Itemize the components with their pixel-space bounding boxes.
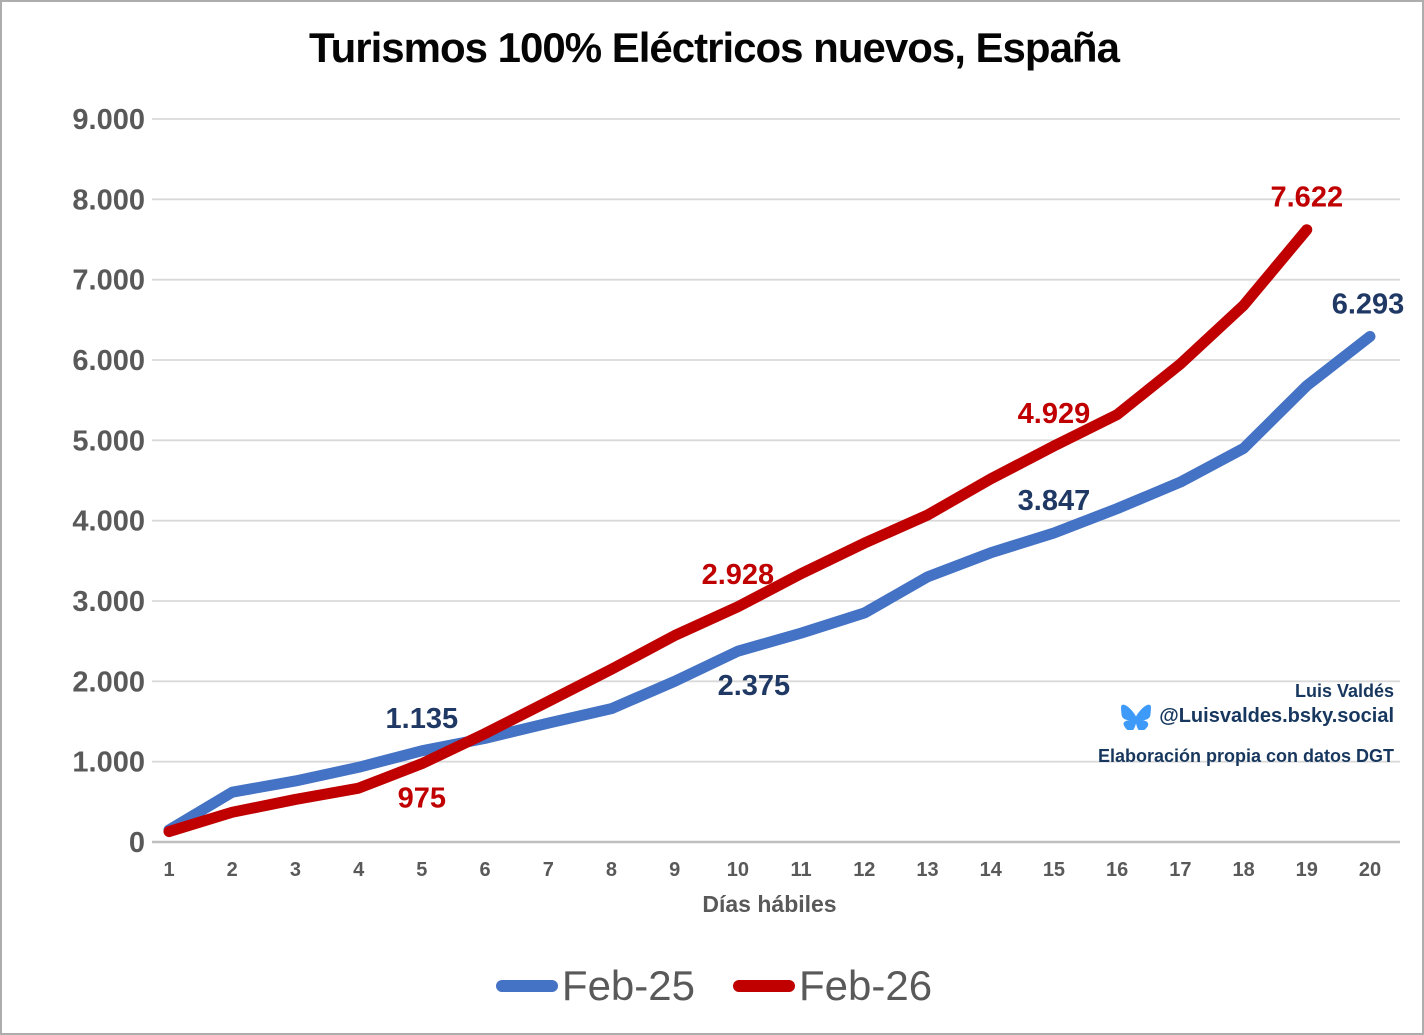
y-axis-tick-label: 4.000 [72, 506, 145, 538]
data-label-feb-25-day5: 1.135 [386, 703, 459, 735]
x-axis-tick-label: 16 [1106, 859, 1128, 881]
data-label-feb-25-day15: 3.847 [1018, 485, 1091, 517]
data-label-feb-26-day19: 7.622 [1271, 182, 1344, 214]
x-axis-tick-label: 6 [479, 859, 490, 881]
data-label-feb-26-day5: 975 [398, 783, 446, 815]
y-axis-tick-label: 5.000 [72, 425, 145, 457]
data-label-feb-25-day20: 6.293 [1332, 288, 1405, 320]
y-axis-tick-label: 8.000 [72, 184, 145, 216]
data-label-feb-26-day10: 2.928 [702, 559, 775, 591]
x-axis-tick-label: 10 [727, 859, 749, 881]
legend-label-feb-25: Feb-25 [561, 962, 695, 1009]
y-axis-tick-label: 1.000 [72, 747, 145, 779]
series-line-feb-25 [163, 330, 1376, 836]
chart-title: Turismos 100% Eléctricos nuevos, España [309, 24, 1120, 71]
attribution-handle-row: @Luisvaldes.bsky.social [974, 703, 1394, 730]
attribution-block: Luis Valdés @Luisvaldes.bsky.social Elab… [974, 680, 1394, 767]
y-axis-tick-label: 2.000 [72, 666, 145, 698]
x-axis-tick-label: 17 [1169, 859, 1191, 881]
y-axis-tick-label: 3.000 [72, 586, 145, 618]
x-axis-tick-label: 11 [791, 859, 812, 881]
series-line-feb-26 [163, 224, 1313, 838]
legend-label-feb-26: Feb-26 [799, 962, 933, 1009]
x-axis-tick-label: 15 [1043, 859, 1065, 881]
x-axis-title: Días hábiles [702, 891, 836, 917]
attribution-handle: @Luisvaldes.bsky.social [1159, 705, 1394, 727]
y-axis-tick-label: 7.000 [72, 265, 145, 297]
x-axis-tick-label: 5 [416, 859, 427, 881]
x-axis-tick-label: 4 [353, 859, 365, 881]
feb-25-line-swatch [495, 980, 558, 992]
x-axis-tick-label: 12 [853, 859, 875, 881]
attribution-author: Luis Valdés [1294, 681, 1394, 701]
x-axis-tick-label: 18 [1232, 859, 1254, 881]
y-axis-tick-label: 0 [129, 827, 145, 859]
x-axis-tick-label: 7 [543, 859, 554, 881]
x-axis-tick-label: 19 [1296, 859, 1318, 881]
x-axis-tick-label: 13 [916, 859, 938, 881]
legend-item-feb-25: Feb-25 [495, 962, 695, 1010]
attribution-source-note: Elaboración propia con datos DGT [1097, 745, 1394, 766]
data-label-feb-25-day10: 2.375 [718, 670, 791, 702]
legend-item-feb-26: Feb-26 [733, 962, 932, 1010]
y-axis-tick-label: 9.000 [72, 104, 145, 136]
x-axis-tick-label: 3 [290, 859, 301, 881]
x-axis-tick-label: 9 [669, 859, 680, 881]
x-axis-tick-label: 14 [980, 859, 1003, 881]
y-axis-tick-label: 6.000 [72, 345, 145, 377]
x-axis-tick-label: 2 [227, 859, 238, 881]
x-axis-tick-label: 1 [163, 859, 174, 881]
x-axis-tick-label: 20 [1359, 859, 1381, 881]
bluesky-butterfly-icon [1121, 704, 1152, 730]
legend: Feb-25 Feb-26 [2, 950, 1422, 1022]
data-label-feb-26-day15: 4.929 [1018, 398, 1091, 430]
x-axis-tick-label: 8 [606, 859, 617, 881]
feb-26-line-swatch [733, 980, 795, 992]
